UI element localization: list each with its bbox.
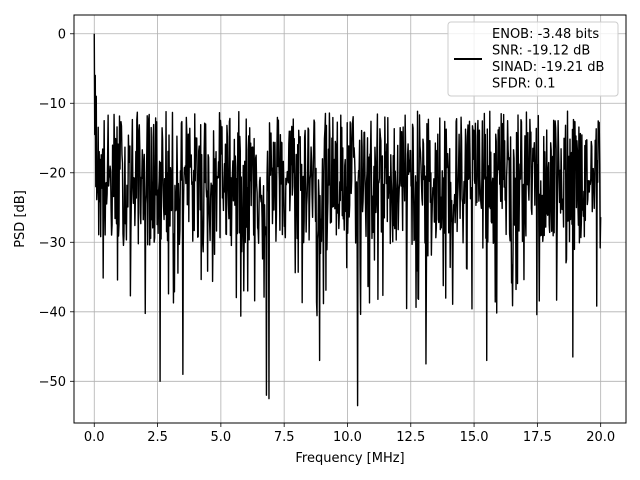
y-tick-label: −20 [39, 166, 66, 181]
y-axis-label: PSD [dB] [13, 190, 28, 248]
x-tick-label: 15.0 [460, 430, 489, 445]
legend-sinad: SINAD: -19.21 dB [492, 60, 604, 75]
y-tick-label: 0 [58, 27, 66, 42]
y-tick-label: −40 [39, 305, 66, 320]
legend-enob: ENOB: -3.48 bits [492, 27, 599, 42]
x-tick-label: 7.5 [274, 430, 295, 445]
plot-frame [73, 14, 627, 424]
y-ticks: 0 −10 −20 −30 −40 −50 [39, 27, 74, 390]
legend-snr: SNR: -19.12 dB [492, 44, 590, 59]
x-tick-label: 17.5 [523, 430, 552, 445]
x-tick-label: 2.5 [147, 430, 168, 445]
x-axis-label: Frequency [MHz] [295, 451, 404, 466]
y-tick-label: −30 [39, 236, 66, 251]
psd-series [93, 33, 602, 407]
x-ticks: 0.0 2.5 5.0 7.5 10.0 12.5 15.0 17.5 20.0 [84, 423, 615, 445]
x-tick-label: 12.5 [396, 430, 425, 445]
x-tick-label: 20.0 [586, 430, 615, 445]
x-tick-label: 5.0 [211, 430, 232, 445]
legend-box [447, 21, 619, 97]
legend: ENOB: -3.48 bits SNR: -19.12 dB SINAD: -… [447, 21, 619, 97]
x-tick-label: 10.0 [333, 430, 362, 445]
x-tick-label: 0.0 [84, 430, 105, 445]
y-tick-label: −10 [39, 97, 66, 112]
psd-line [93, 33, 602, 407]
y-tick-label: −50 [39, 375, 66, 390]
legend-sfdr: SFDR: 0.1 [492, 77, 556, 92]
